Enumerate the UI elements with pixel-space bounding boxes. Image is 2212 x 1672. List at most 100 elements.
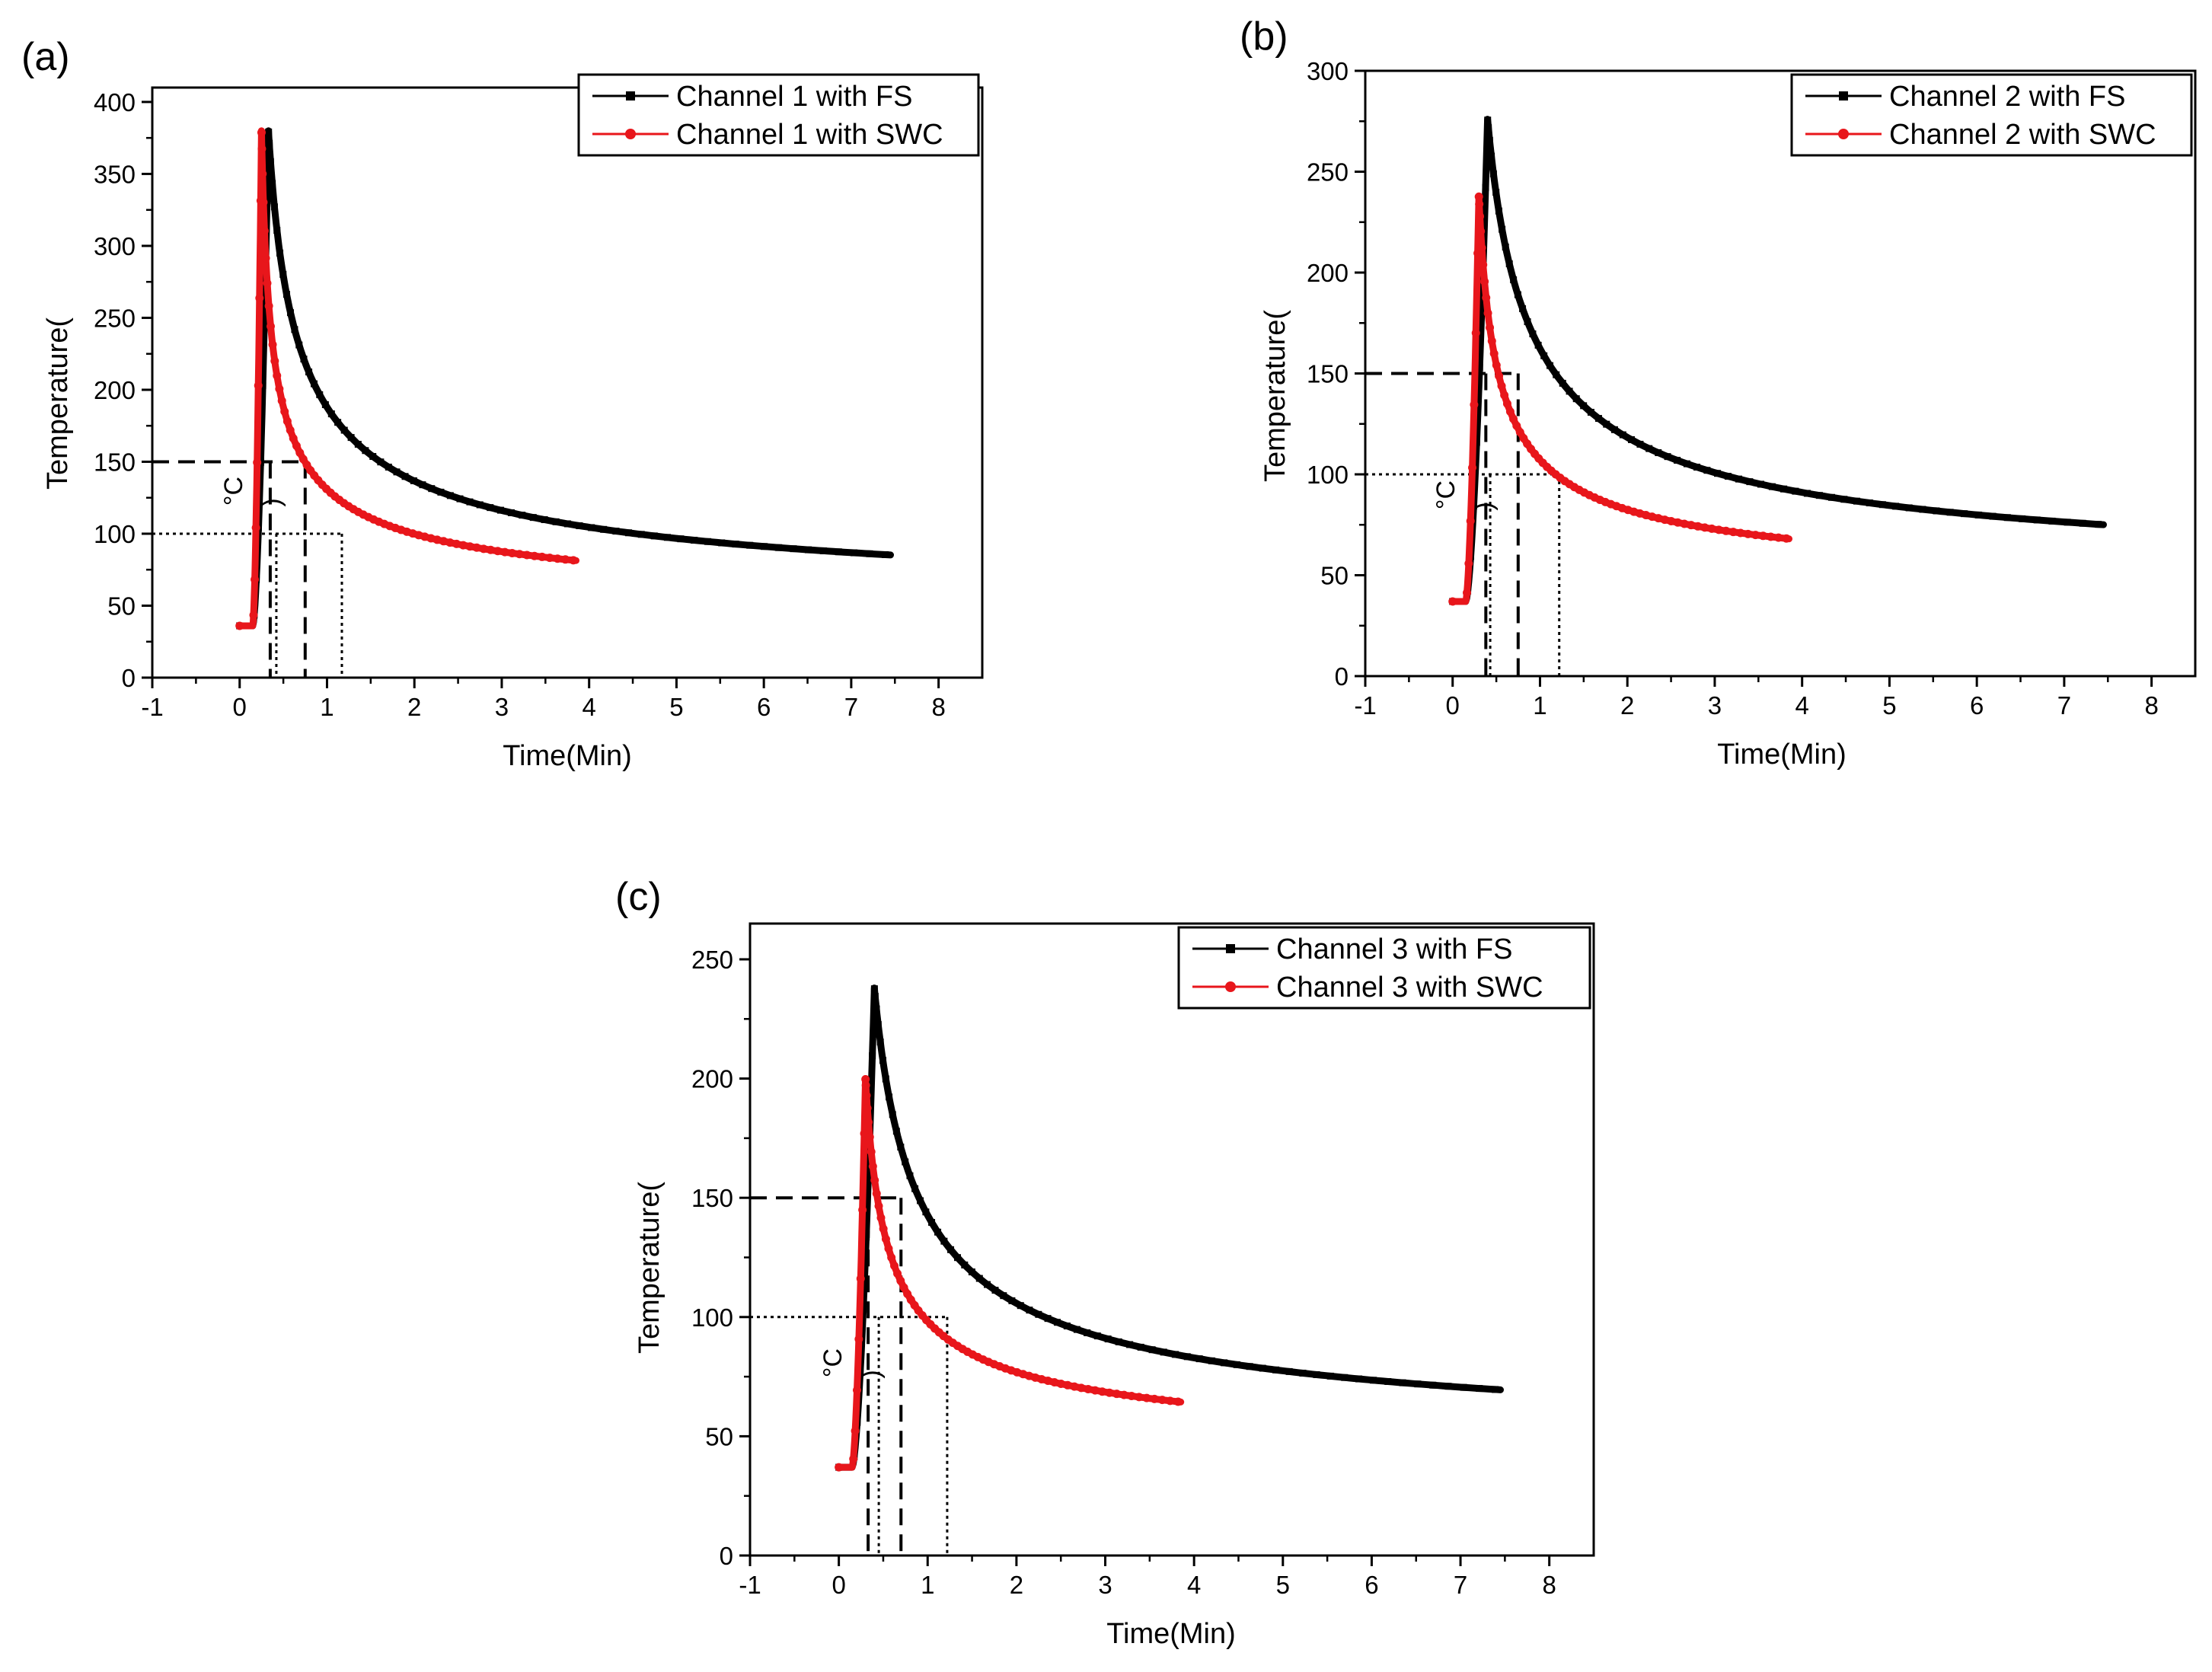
data-point bbox=[1037, 1374, 1046, 1383]
data-point bbox=[1063, 1380, 1072, 1390]
data-point bbox=[624, 529, 632, 537]
data-point bbox=[1840, 496, 1848, 503]
x-tick-label: 7 bbox=[1454, 1571, 1467, 1599]
data-point bbox=[426, 534, 436, 543]
data-point bbox=[267, 158, 274, 165]
data-point bbox=[1768, 483, 1776, 490]
x-tick-label: 0 bbox=[831, 1571, 845, 1599]
data-point bbox=[1444, 1383, 1452, 1390]
y-tick-label: 50 bbox=[1320, 562, 1349, 590]
data-point bbox=[508, 548, 517, 557]
y-tick-label: 400 bbox=[94, 88, 136, 116]
x-tick-label: 6 bbox=[1970, 691, 1984, 720]
data-point bbox=[819, 547, 827, 554]
data-point bbox=[1492, 189, 1500, 196]
data-point bbox=[1093, 1332, 1101, 1340]
data-point bbox=[1480, 277, 1489, 286]
data-point bbox=[882, 1075, 889, 1083]
data-point bbox=[1580, 402, 1588, 410]
data-point bbox=[1035, 1310, 1042, 1318]
data-point bbox=[1477, 244, 1486, 253]
legend: Channel 2 with FS Channel 2 with SWC bbox=[1790, 73, 2193, 157]
data-point bbox=[1815, 492, 1823, 499]
data-point bbox=[868, 1162, 877, 1171]
data-point bbox=[1683, 460, 1690, 467]
data-point bbox=[1479, 260, 1488, 270]
data-point bbox=[867, 1147, 876, 1157]
data-point bbox=[911, 1185, 919, 1192]
data-point bbox=[433, 535, 442, 544]
data-point bbox=[1172, 1351, 1179, 1358]
data-point bbox=[1104, 1335, 1112, 1343]
x-axis-title: Time(Min) bbox=[503, 740, 632, 772]
data-point bbox=[1448, 597, 1457, 606]
x-tick-label: 2 bbox=[1010, 1571, 1023, 1599]
data-point bbox=[663, 534, 671, 541]
y-tick-label: 250 bbox=[1307, 158, 1349, 187]
data-point bbox=[1476, 227, 1486, 236]
plot-frame bbox=[749, 922, 1595, 1557]
series-fs bbox=[1449, 116, 2107, 605]
data-point bbox=[1500, 391, 1509, 400]
data-point bbox=[1073, 1326, 1080, 1333]
series-swc bbox=[1448, 192, 1792, 606]
data-point bbox=[472, 543, 481, 552]
series-fs bbox=[835, 984, 1504, 1471]
data-point bbox=[1486, 136, 1493, 144]
y-tick-label: 100 bbox=[691, 1303, 733, 1332]
data-point bbox=[1313, 1370, 1320, 1378]
data-point bbox=[1566, 388, 1573, 395]
y-axis-title: Temperature( bbox=[634, 1182, 666, 1354]
data-point bbox=[295, 341, 303, 349]
legend-marker bbox=[1226, 944, 1235, 953]
data-point bbox=[1475, 199, 1484, 209]
data-point bbox=[917, 1197, 924, 1205]
data-point bbox=[1466, 516, 1475, 525]
legend-label: Channel 1 with SWC bbox=[676, 119, 943, 151]
data-point bbox=[861, 1081, 870, 1090]
x-tick-label: 0 bbox=[1446, 691, 1460, 720]
data-point bbox=[922, 1208, 930, 1216]
data-point bbox=[872, 1189, 881, 1198]
data-point bbox=[1645, 445, 1653, 452]
data-point bbox=[1105, 1388, 1114, 1397]
y-axis-unit: °C bbox=[1432, 480, 1460, 509]
data-point bbox=[279, 270, 287, 278]
data-point bbox=[340, 426, 348, 434]
data-point bbox=[1008, 1297, 1016, 1304]
legend-marker bbox=[626, 91, 635, 101]
data-point bbox=[1724, 473, 1732, 480]
data-point bbox=[761, 543, 768, 550]
data-point bbox=[863, 1104, 872, 1113]
data-point bbox=[280, 407, 289, 416]
data-point bbox=[292, 442, 301, 451]
data-point bbox=[251, 523, 260, 532]
data-point bbox=[2064, 519, 2071, 526]
legend-frame bbox=[577, 73, 980, 157]
data-point bbox=[1919, 506, 1926, 513]
legend-label: Channel 1 with FS bbox=[676, 81, 913, 113]
data-point bbox=[270, 356, 279, 365]
data-point bbox=[1892, 503, 1900, 510]
data-point bbox=[258, 169, 267, 178]
data-point bbox=[1655, 449, 1662, 457]
data-point bbox=[1482, 293, 1491, 302]
data-point bbox=[1648, 512, 1657, 522]
y-tick-label: 150 bbox=[94, 448, 136, 476]
data-point bbox=[1166, 1396, 1175, 1406]
data-point bbox=[529, 514, 537, 522]
data-point bbox=[588, 524, 595, 531]
plot-frame bbox=[151, 86, 984, 679]
y-tick-label: 50 bbox=[107, 592, 136, 620]
data-point bbox=[275, 384, 284, 394]
data-point bbox=[369, 452, 377, 460]
data-point bbox=[419, 481, 426, 489]
data-point bbox=[866, 550, 873, 557]
data-point bbox=[1468, 463, 1477, 472]
legend-frame bbox=[1177, 926, 1591, 1010]
data-point bbox=[251, 575, 260, 584]
x-tick-label: 2 bbox=[1620, 691, 1634, 720]
data-point bbox=[851, 549, 858, 557]
x-tick-label: 6 bbox=[1365, 1571, 1378, 1599]
